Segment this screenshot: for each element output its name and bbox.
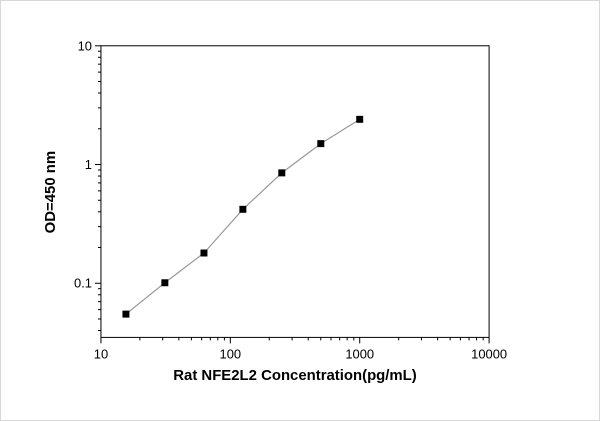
y-tick-label: 0.1 [74,276,92,291]
x-tick-label: 1000 [345,346,374,361]
data-point-marker [317,140,325,148]
plot-region: 10 100 1000 10000 0.1 1 10 [74,38,507,361]
plot-frame [100,45,490,338]
data-point-marker [356,115,364,123]
x-tick-label: 10 [94,346,108,361]
data-point-marker [161,279,169,287]
y-tick-label: 1 [85,157,92,172]
x-tick-label: 100 [220,346,242,361]
x-tick-label: 10000 [471,346,507,361]
y-tick-label: 10 [78,38,92,53]
data-point-marker [122,310,130,318]
data-point-marker [200,249,208,257]
x-axis-title: Rat NFE2L2 Concentration(pg/mL) [173,367,417,384]
y-axis-title: OD=450 nm [42,151,59,233]
x-axis: 10 100 1000 10000 [94,337,507,361]
data-point-marker [278,169,286,177]
y-axis: 0.1 1 10 [74,38,101,332]
data-point-marker [239,205,247,213]
series-markers [122,115,364,318]
series-line [125,118,361,315]
